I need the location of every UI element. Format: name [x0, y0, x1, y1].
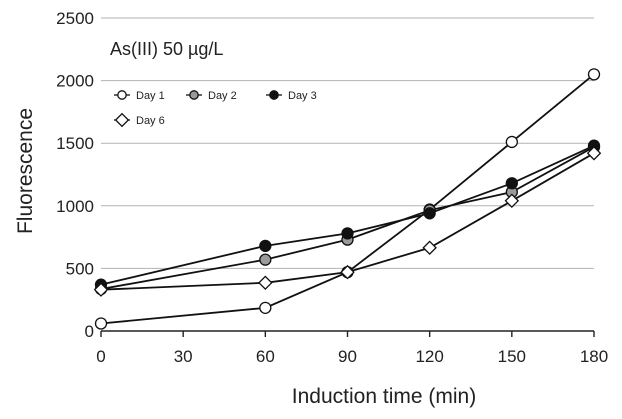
series-line: [100, 73, 595, 325]
x-axis-title: Induction time (min): [292, 385, 476, 408]
y-tick-label: 0: [85, 322, 94, 341]
series-day-1: [94, 68, 601, 330]
data-point: [422, 240, 437, 255]
data-series: [93, 68, 602, 330]
chart-annotation: As(III) 50 µg/L: [110, 39, 223, 59]
data-point: [340, 264, 355, 280]
y-tick-label: 1500: [56, 134, 94, 153]
x-tick-label: 90: [338, 347, 357, 366]
data-point: [505, 177, 518, 190]
legend-label: Day 3: [288, 90, 317, 102]
legend-label: Day 2: [208, 90, 237, 102]
legend-marker: [269, 90, 279, 100]
y-tick-label: 1000: [56, 197, 94, 216]
x-tick-label: 180: [580, 347, 608, 366]
data-point: [258, 275, 273, 291]
data-point: [341, 227, 354, 240]
series-day-3: [94, 139, 601, 291]
series-line: [100, 146, 595, 290]
y-tick-label: 2000: [56, 72, 94, 91]
data-point: [587, 68, 601, 81]
legend-marker: [189, 90, 199, 100]
x-tick-label: 60: [256, 347, 275, 366]
data-point: [423, 207, 436, 220]
series-day-6: [93, 145, 602, 297]
series-line: [100, 144, 595, 286]
x-tick-label: 0: [96, 347, 105, 366]
legend-marker: [117, 90, 127, 100]
legend-item: Day 1: [114, 90, 165, 102]
legend-label: Day 1: [136, 90, 165, 102]
data-point: [505, 135, 518, 149]
legend: Day 1 Day 2 Day 3 Day 6: [114, 90, 317, 128]
x-tick-label: 30: [174, 347, 193, 366]
data-point: [259, 253, 272, 266]
y-tick-label: 2500: [56, 9, 94, 28]
y-axis-title: Fluorescence: [14, 108, 37, 234]
axes: 0 500 1000 1500 2000 2500 0 30 60 90 120 150 180: [56, 9, 608, 366]
x-tick-label: 120: [415, 347, 443, 366]
data-point: [504, 193, 520, 209]
data-point: [259, 301, 272, 314]
data-point: [586, 145, 602, 161]
legend-label: Day 6: [136, 115, 165, 127]
legend-marker: [114, 112, 130, 128]
legend-item: Day 2: [186, 90, 237, 102]
x-tick-label: 150: [498, 347, 526, 366]
legend-item: Day 3: [266, 90, 317, 102]
y-tick-label: 500: [66, 259, 94, 278]
data-point: [93, 282, 109, 297]
data-point: [259, 239, 272, 253]
legend-item: Day 6: [114, 112, 165, 128]
series-line: [100, 152, 595, 291]
data-point: [94, 317, 108, 330]
